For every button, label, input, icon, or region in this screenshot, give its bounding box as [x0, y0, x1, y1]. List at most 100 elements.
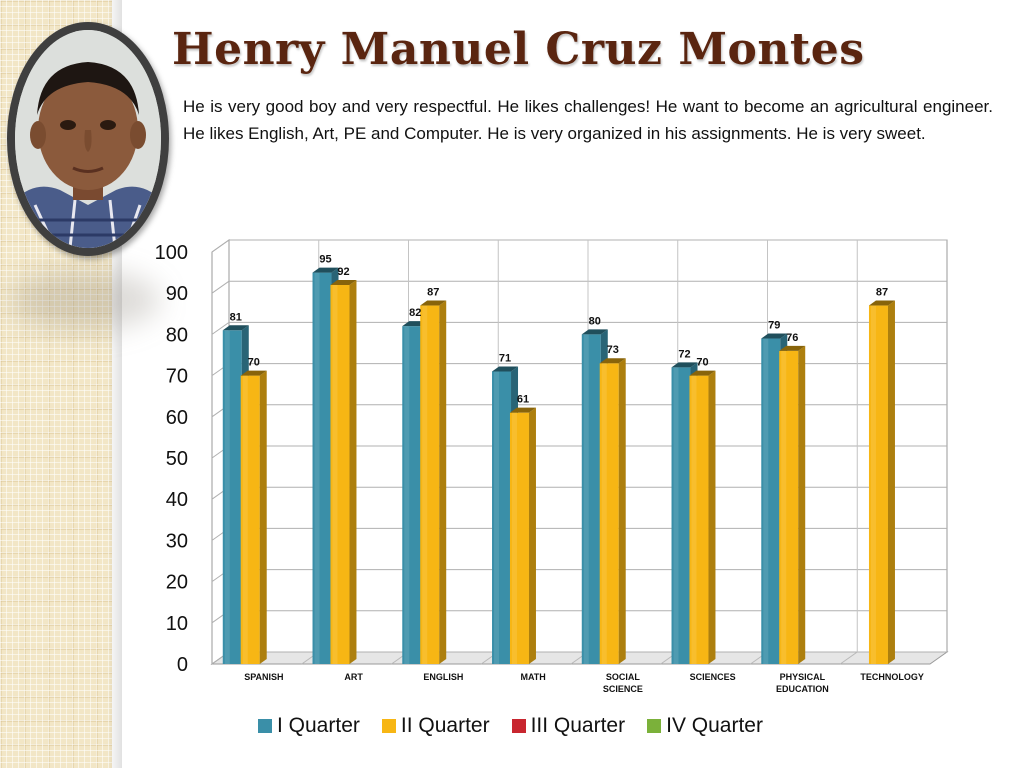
- bar-top: [581, 329, 608, 335]
- bar-highlight: [691, 375, 697, 664]
- chart-legend: I Quarter II Quarter III Quarter IV Quarter: [258, 713, 785, 739]
- floor-divider: [839, 651, 858, 665]
- legend-swatch: [511, 719, 526, 733]
- bar-top: [240, 370, 267, 376]
- y-tick-label: 90: [166, 283, 188, 305]
- category-label: SOCIAL SCIENCE: [603, 672, 643, 694]
- bar-top: [222, 325, 249, 331]
- legend-label: IV Quarter: [666, 714, 763, 737]
- bar-highlight: [494, 371, 500, 664]
- y-axis-tick-labels: 0 10 20 30 40 50 60 70 80 90 100: [155, 242, 188, 676]
- category-label: MATH: [520, 672, 545, 682]
- bar-top: [599, 358, 626, 364]
- bar-top: [868, 300, 895, 306]
- bar-highlight: [422, 305, 428, 664]
- category-label: PHYSICAL EDUCATION: [776, 672, 829, 694]
- bar: [240, 370, 267, 664]
- chart-bars: [222, 267, 895, 664]
- bar-value-label: 72: [678, 348, 690, 360]
- bar-value-label: 87: [876, 287, 888, 299]
- y-tick-label: 10: [166, 613, 188, 635]
- bar-highlight: [404, 326, 410, 664]
- gridline-side: [211, 280, 230, 294]
- bar-top: [312, 267, 339, 273]
- legend-swatch: [258, 719, 272, 733]
- bar: [420, 300, 447, 664]
- bar: [330, 279, 357, 664]
- legend-swatch: [647, 719, 662, 733]
- bar-side: [528, 407, 536, 664]
- category-label: TECHNOLOGY: [860, 672, 924, 682]
- bar-value-label: 70: [696, 357, 708, 369]
- category-label: ART: [344, 672, 363, 682]
- bar: [509, 407, 536, 664]
- y-tick-label: 100: [155, 242, 188, 264]
- bar-highlight: [601, 363, 607, 664]
- y-tick-label: 60: [166, 407, 188, 429]
- bar-top: [330, 279, 357, 285]
- student-description: He is very good boy and very respectful.…: [183, 97, 993, 143]
- bar-highlight: [511, 412, 517, 664]
- bar-value-label: 71: [499, 352, 511, 364]
- bar: [599, 358, 626, 664]
- y-tick-label: 30: [166, 530, 188, 552]
- legend-item: IV Quarter: [647, 714, 763, 738]
- bar-value-label: 73: [607, 344, 619, 356]
- bar-value-label: 82: [409, 307, 421, 319]
- bar-highlight: [673, 367, 679, 664]
- category-label: SCIENCES: [690, 672, 736, 682]
- bar-highlight: [242, 375, 248, 664]
- y-tick-label: 0: [177, 654, 188, 676]
- bar-side: [708, 370, 716, 664]
- legend-item: II Quarter: [381, 714, 490, 738]
- bar-value-label: 76: [786, 332, 798, 344]
- bar-highlight: [332, 284, 338, 664]
- shadow-decoration: [10, 270, 160, 330]
- page-title: Henry Manuel Cruz Montes: [172, 24, 865, 75]
- category-label: SPANISH: [244, 672, 283, 682]
- bar-side: [887, 300, 895, 664]
- bar-highlight: [870, 305, 876, 664]
- bar-top: [779, 345, 806, 351]
- legend-label: II Quarter: [400, 714, 490, 737]
- bar-top: [761, 333, 788, 339]
- bar-highlight: [314, 272, 320, 664]
- legend-item: III Quarter: [511, 714, 626, 738]
- y-tick-label: 20: [166, 572, 188, 594]
- y-tick-label: 50: [166, 448, 188, 470]
- y-tick-label: 40: [166, 489, 188, 511]
- bar-side: [618, 358, 626, 664]
- bar-value-label: 70: [248, 357, 260, 369]
- legend-swatch: [381, 719, 396, 733]
- bar-highlight: [224, 330, 230, 664]
- bar-top: [671, 362, 698, 368]
- category-label: ENGLISH: [423, 672, 463, 682]
- bar-highlight: [781, 350, 787, 664]
- legend-label: I Quarter: [277, 714, 360, 737]
- bar-value-label: 79: [768, 320, 780, 332]
- y-tick-label: 70: [166, 366, 188, 388]
- y-tick-label: 80: [166, 324, 188, 346]
- bar: [779, 345, 806, 664]
- x-axis-category-labels: SPANISH ART ENGLISH MATH SOCIAL SCIENCE SCIENC…: [244, 672, 924, 694]
- gridline-side: [211, 321, 230, 335]
- bar: [689, 370, 716, 664]
- bar-value-label: 92: [337, 266, 349, 278]
- student-portrait-image: [15, 30, 161, 248]
- bar-top: [420, 300, 447, 306]
- bar-value-label: 80: [589, 315, 601, 327]
- bar-value-label: 81: [230, 311, 242, 323]
- bar-value-label: 95: [319, 254, 331, 266]
- student-photo-frame: [7, 22, 169, 256]
- bar-side: [259, 370, 267, 664]
- legend-label: III Quarter: [530, 714, 626, 737]
- bar-value-label: 61: [517, 394, 529, 406]
- bar: [868, 300, 895, 664]
- bar-top: [689, 370, 716, 376]
- student-photo: [15, 30, 161, 248]
- bar-highlight: [583, 334, 589, 664]
- bar-top: [492, 366, 519, 372]
- gridline-side: [211, 239, 230, 253]
- bar-side: [349, 279, 357, 664]
